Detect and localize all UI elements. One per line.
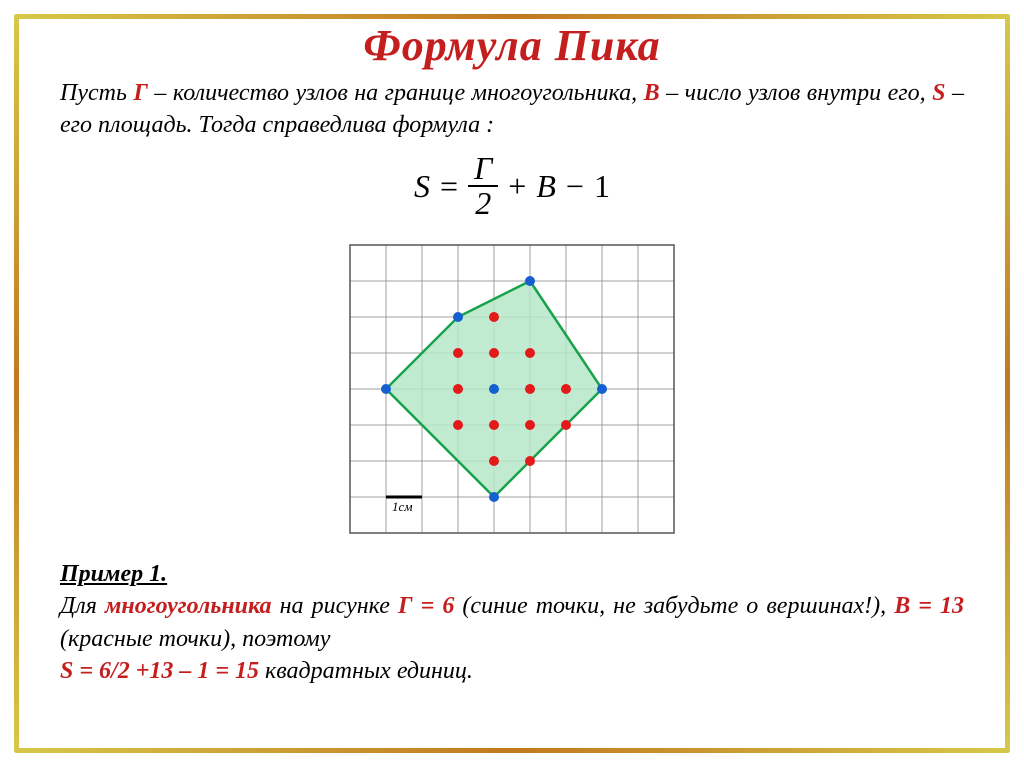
ex-t3: (синие точки, не забудьте о вершинах!),	[454, 593, 894, 619]
var-b: В	[644, 80, 660, 106]
intro-pre: Пусть	[60, 80, 133, 106]
formula-num: Г	[468, 152, 498, 186]
example-heading: Пример 1.	[60, 561, 167, 587]
formula-eq-sign: =	[440, 168, 458, 205]
ex-g: Г = 6	[398, 593, 454, 619]
example-block: Пример 1. Для многоугольника на рисунке …	[60, 558, 964, 688]
ex-result: S = 6/2 +13 – 1 = 15	[60, 658, 259, 684]
ex-result-suffix: квадратных единиц.	[259, 658, 473, 684]
ex-t2: на рисунке	[272, 593, 398, 619]
ex-b: В = 13	[894, 593, 964, 619]
ex-t4: (красные точки), поэтому	[60, 626, 330, 652]
formula-mid: B	[536, 168, 556, 205]
svg-text:1см: 1см	[392, 499, 413, 514]
intro-g-after: – количество узлов на границе многоуголь…	[148, 80, 644, 106]
formula-plus: +	[508, 168, 526, 205]
ex-poly: многоугольника	[105, 593, 272, 619]
intro-b-after: – число узлов внутри его,	[660, 80, 933, 106]
formula-one: 1	[594, 168, 610, 205]
lattice-diagram: 1см	[334, 229, 690, 549]
formula-minus: −	[566, 168, 584, 205]
formula-den: 2	[469, 187, 497, 221]
var-g: Г	[133, 80, 148, 106]
ex-t1: Для	[60, 593, 105, 619]
page-title: Формула Пика	[0, 0, 1024, 71]
diagram-container: 1см	[0, 229, 1024, 554]
intro-paragraph: Пусть Г – количество узлов на границе мн…	[60, 77, 964, 142]
formula-lhs: S	[414, 168, 430, 205]
formula: S = Г 2 + B − 1	[0, 152, 1024, 221]
formula-fraction: Г 2	[468, 152, 498, 221]
var-s: S	[932, 80, 945, 106]
